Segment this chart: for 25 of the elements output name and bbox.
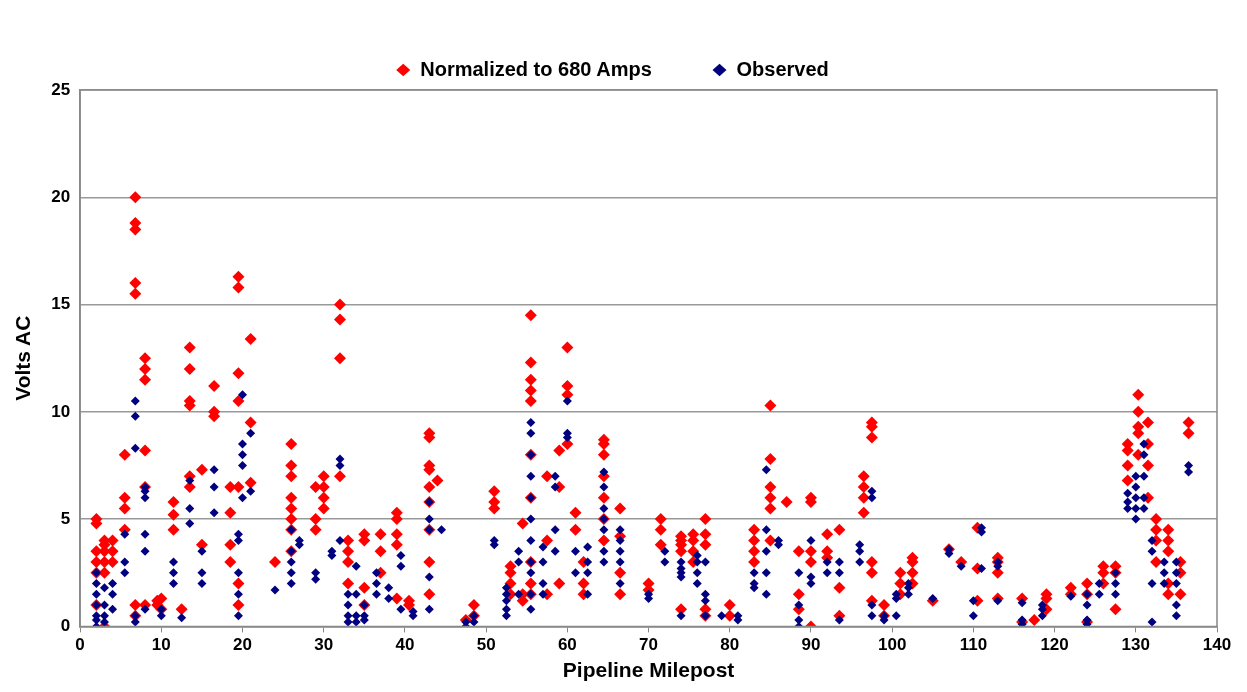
x-tick-label: 120 (1040, 635, 1069, 655)
x-tick-label: 0 (75, 635, 85, 655)
x-tick-label: 140 (1202, 635, 1232, 655)
y-tick-label: 15 (51, 294, 71, 314)
x-axis-title: Pipeline Milepost (562, 658, 735, 682)
x-tick-label: 20 (233, 635, 252, 655)
x-tick-label: 90 (801, 635, 821, 655)
y-tick-label: 20 (51, 186, 71, 206)
x-tick-label: 60 (557, 635, 577, 655)
x-tick-label: 80 (720, 635, 740, 655)
x-tick-label: 110 (959, 635, 988, 655)
x-tick-label: 100 (877, 635, 907, 655)
x-tick-label: 10 (151, 635, 171, 655)
legend-label: Normalized to 680 Amps (420, 57, 652, 80)
legend-label: Observed (736, 57, 829, 80)
y-tick-label: 5 (60, 508, 71, 528)
y-tick-label: 0 (60, 616, 71, 636)
x-tick-label: 40 (395, 635, 415, 655)
x-tick-label: 30 (314, 635, 334, 655)
y-tick-label: 25 (51, 79, 71, 99)
x-tick-label: 50 (476, 635, 496, 655)
y-axis-title: Volts AC (11, 315, 35, 401)
x-tick-label: 70 (639, 635, 659, 655)
y-tick-label: 10 (51, 401, 71, 421)
x-tick-label: 130 (1121, 635, 1150, 655)
